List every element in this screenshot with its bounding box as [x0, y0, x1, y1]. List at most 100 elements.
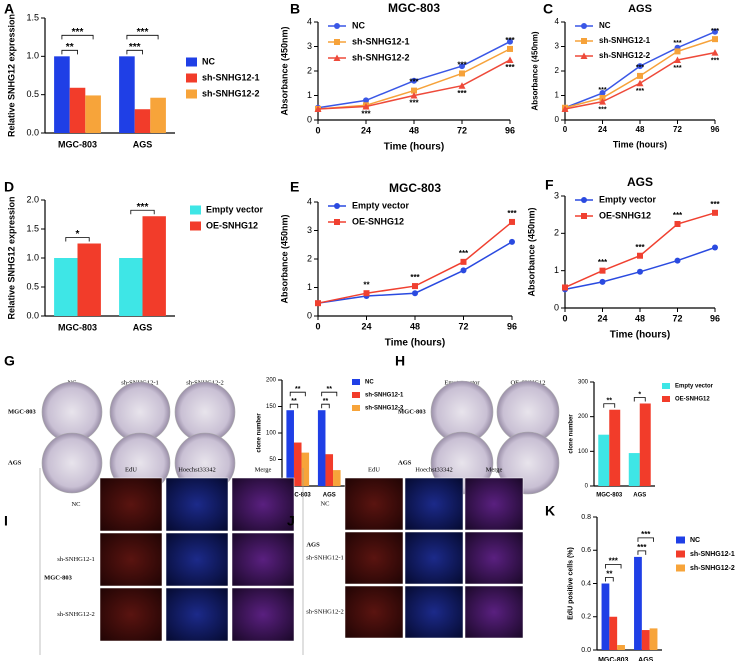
x-tick-label: 48 — [409, 125, 419, 135]
significance-label: *** — [609, 557, 619, 566]
legend-label: sh-SNHG12-1 — [690, 551, 735, 558]
marker — [507, 45, 513, 52]
micrograph — [231, 532, 295, 587]
legend-label: sh-SNHG12-1 — [202, 72, 260, 82]
micrograph — [344, 585, 404, 639]
legend-label: OE-SNHG12 — [352, 216, 404, 226]
significance-label: *** — [457, 89, 467, 98]
y-tick-label: 1 — [554, 265, 559, 275]
marker — [459, 70, 465, 77]
panel-letter: A — [4, 1, 14, 17]
legend-label: sh-SNHG12-2 — [690, 565, 735, 572]
y-tick-label: 0.6 — [581, 547, 591, 554]
marker — [637, 63, 643, 70]
y-axis-label: EdU positive cells (%) — [567, 547, 574, 620]
bar — [317, 410, 326, 486]
bar — [54, 56, 70, 134]
significance-label: *** — [409, 99, 419, 108]
legend-marker — [581, 38, 587, 44]
y-tick-label: 1 — [307, 90, 312, 100]
y-tick-label: 0.0 — [26, 310, 39, 320]
y-axis-label: Relative SNHG12 expression — [7, 14, 17, 137]
y-tick-label: 3 — [307, 225, 312, 235]
group-label: MGC-803 — [44, 574, 73, 581]
y-axis-label: clone number — [568, 414, 574, 454]
legend-marker — [334, 23, 340, 29]
marker — [363, 97, 369, 104]
x-tick-label: 0 — [315, 321, 320, 331]
significance-label: ** — [327, 386, 333, 393]
marker — [712, 209, 718, 216]
legend-label: sh-SNHG12-2 — [202, 88, 260, 98]
marker — [711, 49, 719, 56]
legend-marker — [581, 213, 587, 219]
marker — [412, 290, 418, 297]
significance-label: *** — [459, 249, 469, 258]
micrograph — [165, 477, 229, 532]
significance-label: *** — [505, 63, 515, 72]
y-tick-label: 2 — [555, 66, 560, 75]
panel-letter: D — [4, 179, 14, 195]
legend-swatch — [352, 379, 360, 385]
marker — [410, 92, 418, 99]
significance-label: *** — [137, 27, 149, 38]
legend-swatch — [662, 396, 670, 402]
significance-label: *** — [457, 61, 467, 70]
significance-bracket — [289, 403, 299, 409]
x-tick-label: 24 — [598, 125, 607, 134]
marker — [315, 300, 321, 307]
marker — [599, 267, 606, 274]
significance-label: *** — [598, 258, 608, 267]
marker — [674, 257, 681, 264]
legend-marker — [334, 203, 340, 209]
marker — [674, 221, 681, 227]
y-tick-label: 4 — [307, 16, 312, 26]
marker — [458, 82, 466, 89]
panel-letter: C — [543, 1, 553, 17]
y-tick-label: 3 — [307, 41, 312, 51]
significance-label: ** — [295, 386, 301, 393]
y-tick-label: 0.5 — [26, 89, 39, 99]
x-tick-label: 24 — [361, 125, 371, 135]
x-axis-label: Time (hours) — [384, 142, 444, 153]
marker — [599, 94, 606, 101]
y-tick-label: 0.0 — [26, 127, 39, 137]
marker — [411, 77, 417, 84]
marker — [412, 283, 418, 290]
x-tick-label: MGC-803 — [58, 139, 97, 149]
y-tick-label: 4 — [307, 196, 312, 206]
panel-letter: K — [545, 503, 555, 519]
bar — [286, 410, 294, 486]
y-tick-label: 3 — [555, 42, 560, 51]
legend-marker — [334, 219, 340, 225]
significance-label: *** — [507, 209, 517, 218]
x-axis-label: Time (hours) — [610, 330, 670, 341]
panel-letter: I — [4, 513, 8, 529]
micrograph — [99, 587, 163, 642]
legend-swatch — [186, 73, 197, 83]
bar — [634, 556, 642, 650]
chart-title: AGS — [627, 175, 653, 189]
marker — [712, 28, 718, 35]
bar — [325, 454, 334, 486]
x-tick-label: 96 — [505, 125, 515, 135]
marker — [459, 63, 465, 70]
x-tick-label: AGS — [133, 139, 153, 149]
micrograph — [404, 531, 464, 585]
micrograph — [165, 532, 229, 587]
bar — [639, 403, 651, 486]
bar — [134, 109, 151, 133]
chart-title: AGS — [628, 3, 652, 15]
micrograph — [231, 477, 295, 532]
marker — [460, 258, 467, 265]
legend-marker — [333, 54, 341, 61]
significance-label: *** — [673, 40, 681, 47]
marker — [411, 87, 417, 94]
row-label: sh-SNHG12-1 — [57, 556, 95, 563]
y-tick-label: 2.0 — [26, 194, 39, 204]
y-tick-label: 1.0 — [26, 51, 39, 61]
row-label: NC — [71, 501, 80, 508]
plate-image — [41, 432, 103, 494]
significance-label: *** — [137, 202, 149, 213]
